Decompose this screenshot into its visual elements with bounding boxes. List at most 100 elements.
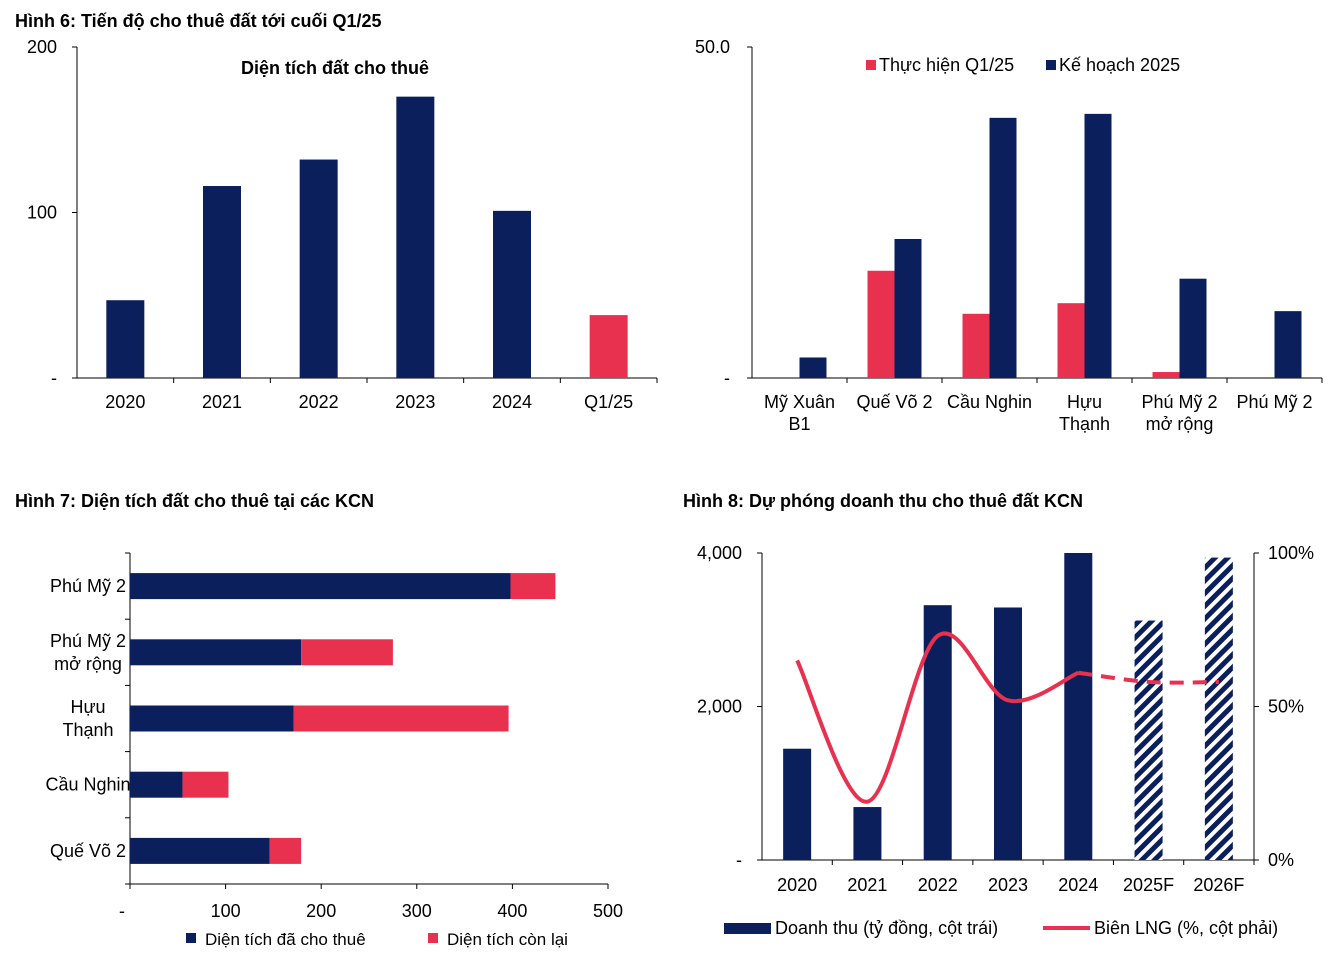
bar-Thực hiện Q1/25-Quế Võ 2 [867,270,895,378]
bar-Thực hiện Q1/25-Hựu Thạnh [1057,303,1085,378]
x-tick-label: Mỹ Xuân [764,392,835,412]
y-tick-label: 50.0 [695,37,730,57]
line-margin-actual [795,631,1080,804]
y-tick-label-right: 50% [1268,697,1304,717]
bar-Diện tích còn lại-Quế Võ 2 [269,837,302,864]
x-tick-label: 2024 [492,392,532,412]
y-tick-label: Cầu Nghin [45,775,130,795]
bar-Kế hoạch 2025-Phú Mỹ 2 [1274,311,1302,378]
x-tick-label: 500 [593,901,623,921]
bar-2022 [299,159,338,378]
bar-Diện tích còn lại-Phú Mỹ 2 mở rộng [301,639,393,666]
y-tick-label: - [51,368,57,388]
x-tick-label: Thạnh [1059,414,1110,434]
bar-2025F [1134,620,1163,860]
y-tick-label: Hựu [70,697,105,717]
x-tick-label: 2026F [1193,875,1244,895]
y-tick-label: 200 [27,37,57,57]
bar-2021 [203,186,241,378]
x-tick-label: 2021 [847,875,887,895]
bar-Thực hiện Q1/25-Phú Mỹ 2 mở rộng [1152,372,1180,378]
bar-2024 [1064,553,1093,860]
bar-Diện tích đã cho thuê-Phú Mỹ 2 [130,573,511,600]
y-tick-label-left: 4,000 [697,543,742,563]
fig8-chart: - 2,000 4,000 0% 50% 100% 2020 2021 2022 2023 2024… [697,543,1314,938]
legend-swatch [1046,60,1056,70]
x-tick-label: Quế Võ 2 [856,392,932,412]
x-tick-label: 2023 [395,392,435,412]
legend-swatch [428,933,438,943]
bar-Thực hiện Q1/25-Cầu Nghin [962,313,990,378]
line-margin-forecast [1078,670,1219,685]
bar-2024 [493,210,531,378]
y-tick-label: mở rộng [54,654,122,674]
x-tick-label: 2023 [988,875,1028,895]
x-tick-label: - [119,901,125,921]
x-tick-label: 2021 [202,392,242,412]
bar-2023 [396,96,435,379]
legend-swatch [724,923,771,934]
bar-Diện tích còn lại-Hựu Thạnh [293,705,509,732]
y-tick-label: Thạnh [62,720,113,740]
legend-label: Diện tích đã cho thuê [205,930,366,949]
bar-Diện tích đã cho thuê-Hựu Thạnh [130,705,294,732]
bar-2021 [853,807,882,860]
x-tick-label: Phú Mỹ 2 [1141,392,1217,412]
y-tick-label: - [724,368,730,388]
y-tick-label: Phú Mỹ 2 [50,631,126,651]
bar-2020 [783,748,812,860]
x-tick-label: 2025F [1123,875,1174,895]
x-tick-label: 2022 [299,392,339,412]
legend-swatch [186,933,196,943]
y-tick-label-right: 100% [1268,543,1314,563]
x-tick-label: Hựu [1067,392,1102,412]
bar-2020 [106,300,145,378]
bar-Kế hoạch 2025-Quế Võ 2 [894,238,922,378]
x-tick-label: 200 [306,901,336,921]
y-tick-label: Phú Mỹ 2 [50,576,126,596]
x-tick-label: Cầu Nghin [947,392,1032,412]
bar-2023 [994,607,1022,860]
legend-label: Biên LNG (%, cột phải) [1094,918,1278,938]
x-tick-label: B1 [788,414,810,434]
chart-title: Diện tích đất cho thuê [241,58,429,78]
bar-2026F [1204,557,1233,860]
legend-label: Diện tích còn lại [447,930,568,949]
legend-swatch [866,60,876,70]
x-tick-label: 100 [211,901,241,921]
bar-Diện tích đã cho thuê-Quế Võ 2 [130,837,270,864]
bar-2022 [923,605,952,860]
y-tick-label: 100 [27,203,57,223]
y-tick-label-left: - [736,850,742,870]
figure-7-title: Hình 7: Diện tích đất cho thuê tại các K… [15,491,375,511]
legend-label: Kế hoạch 2025 [1059,55,1180,75]
y-tick-label-right: 0% [1268,850,1294,870]
bar-Diện tích còn lại-Phú Mỹ 2 [510,573,556,600]
figure-8-title: Hình 8: Dự phóng doanh thu cho thuê đất … [683,491,1083,511]
bar-Diện tích còn lại-Cầu Nghin [182,771,229,798]
y-tick-label: Quế Võ 2 [50,841,126,861]
legend-label: Doanh thu (tỷ đồng, cột trái) [775,918,998,938]
bar-Diện tích đã cho thuê-Phú Mỹ 2 mở rộng [130,639,302,666]
x-tick-label: 2024 [1058,875,1098,895]
figure-6-title: Hình 6: Tiến độ cho thuê đất tới cuối Q1… [15,11,382,31]
bar-Kế hoạch 2025-Mỹ Xuân B1 [799,357,827,378]
bar-Diện tích đã cho thuê-Cầu Nghin [130,771,183,798]
fig6-left-chart: - 100 200 Diện tích đất cho thuê 2020 2021 202… [27,37,658,412]
x-tick-label: 2022 [918,875,958,895]
y-tick-label-left: 2,000 [697,697,742,717]
bar-Kế hoạch 2025-Cầu Nghin [989,117,1017,379]
fig7-chart: - 100 200 300 400 500 Phú Mỹ 2 Phú Mỹ 2 mở rộng H… [45,552,623,949]
x-tick-label: 300 [402,901,432,921]
legend-label: Thực hiện Q1/25 [879,55,1014,75]
x-tick-label: 2020 [105,392,145,412]
bar-Kế hoạch 2025-Phú Mỹ 2 mở rộng [1179,278,1207,378]
x-tick-label: Q1/25 [584,392,633,412]
x-tick-label: Phú Mỹ 2 [1236,392,1312,412]
bar-Q1/25 [589,315,628,378]
bar-Kế hoạch 2025-Hựu Thạnh [1084,113,1112,378]
x-tick-label: mở rộng [1146,414,1214,434]
x-tick-label: 400 [497,901,527,921]
